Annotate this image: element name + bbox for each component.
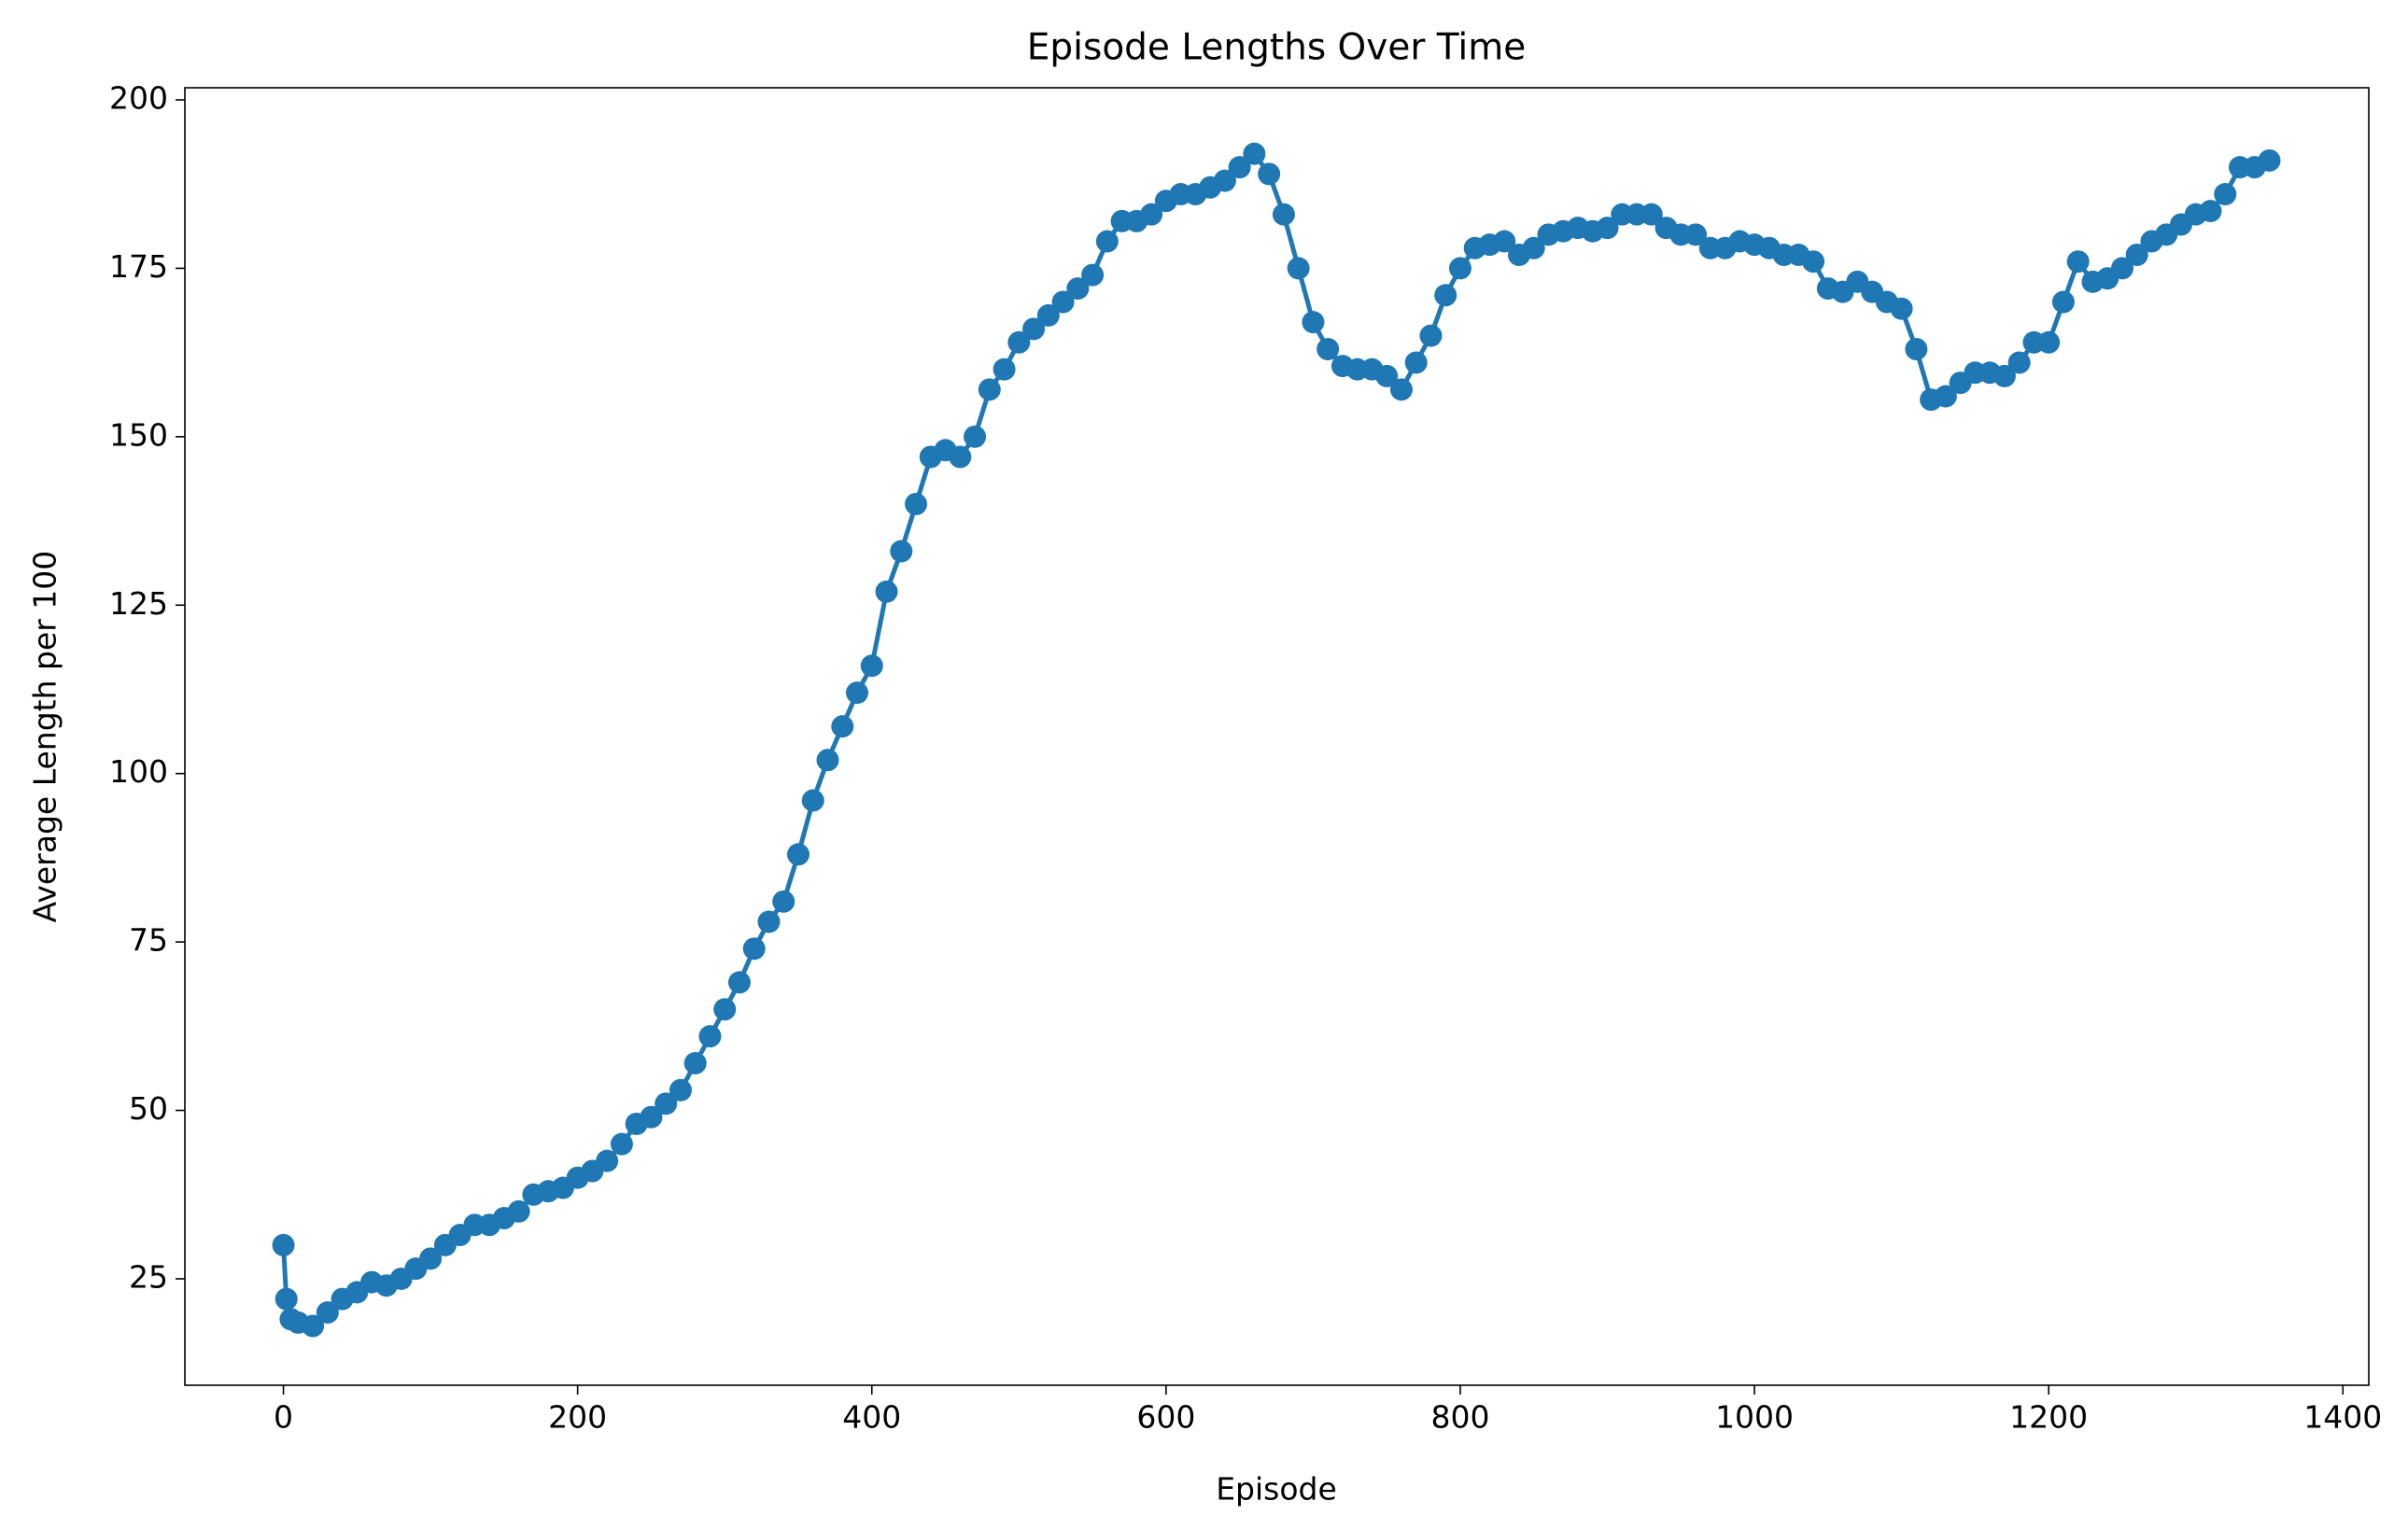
marker	[786, 843, 810, 866]
marker	[2037, 330, 2061, 354]
marker	[801, 789, 824, 812]
marker	[2110, 257, 2133, 280]
marker	[1375, 364, 1399, 387]
marker	[1419, 324, 1443, 347]
x-axis-label: Episode	[1216, 1471, 1337, 1508]
marker	[772, 890, 796, 913]
marker	[1140, 203, 1163, 226]
marker	[757, 910, 781, 933]
marker	[905, 493, 928, 516]
line	[281, 151, 2271, 1328]
marker	[1258, 162, 1281, 186]
y-tick-label: 200	[109, 79, 168, 116]
marker	[1522, 236, 1545, 260]
marker	[1684, 223, 1708, 246]
chart-title: Episode Lengths Over Time	[1027, 27, 1526, 69]
marker	[1213, 169, 1236, 192]
x-tick-label: 1400	[2303, 1399, 2382, 1436]
marker	[669, 1078, 692, 1101]
marker	[2125, 243, 2148, 266]
marker	[2199, 200, 2222, 223]
marker	[275, 1287, 298, 1311]
marker	[272, 1233, 295, 1256]
marker	[655, 1092, 678, 1115]
marker	[596, 1149, 619, 1172]
marker	[2258, 148, 2281, 172]
marker	[1066, 277, 1090, 301]
marker	[419, 1247, 443, 1270]
marker	[742, 937, 766, 961]
marker	[1051, 290, 1075, 314]
y-tick-label: 150	[109, 416, 168, 453]
marker	[890, 540, 913, 563]
y-tick-label: 25	[129, 1258, 168, 1295]
marker	[1640, 203, 1663, 226]
marker	[683, 1052, 707, 1075]
x-tick-label: 200	[548, 1399, 607, 1436]
marker	[302, 1314, 325, 1338]
marker	[964, 425, 987, 448]
marker	[1802, 250, 1825, 274]
y-tick-label: 50	[129, 1090, 168, 1127]
marker	[1493, 230, 1516, 253]
marker	[1404, 351, 1428, 374]
marker	[727, 971, 751, 994]
marker	[1272, 203, 1295, 226]
y-tick-label: 75	[129, 922, 168, 959]
y-tick-label: 175	[109, 248, 168, 285]
marker	[949, 445, 972, 469]
marker	[816, 749, 839, 772]
marker	[2051, 290, 2075, 314]
plot-frame	[184, 87, 2370, 1386]
marker	[1934, 385, 1957, 408]
x-tick-label: 800	[1430, 1399, 1489, 1436]
marker	[610, 1132, 633, 1156]
marker	[1890, 297, 1913, 320]
marker	[978, 378, 1001, 401]
marker	[1095, 230, 1119, 253]
marker	[1302, 311, 1325, 334]
marker	[1228, 156, 1251, 179]
y-tick-label: 100	[109, 753, 168, 790]
marker	[1317, 338, 1340, 361]
marker	[1081, 263, 1105, 287]
marker	[1905, 338, 1928, 361]
marker	[640, 1105, 663, 1129]
marker	[1389, 378, 1413, 401]
marker	[846, 681, 869, 705]
marker	[1596, 217, 1619, 240]
marker	[1007, 330, 1031, 354]
marker	[713, 998, 737, 1021]
marker	[831, 715, 854, 738]
marker	[875, 580, 898, 603]
marker	[993, 358, 1016, 381]
marker	[1448, 257, 1472, 280]
marker	[316, 1301, 339, 1325]
y-axis-label: Average Length per 100	[27, 551, 63, 923]
x-tick-label: 1200	[2009, 1399, 2088, 1436]
marker	[1287, 257, 1310, 280]
marker	[1434, 284, 1457, 307]
x-tick-label: 600	[1136, 1399, 1195, 1436]
x-tick-label: 400	[842, 1399, 901, 1436]
marker	[698, 1025, 722, 1048]
marker	[507, 1199, 530, 1223]
y-tick-label: 125	[109, 585, 168, 622]
marker	[1993, 364, 2016, 387]
marker	[1243, 142, 1266, 165]
marker	[860, 654, 883, 678]
marker	[1022, 317, 1046, 341]
marker	[1036, 303, 1060, 327]
x-tick-label: 1000	[1715, 1399, 1794, 1436]
x-tick-label: 0	[274, 1399, 293, 1436]
marker	[2214, 183, 2237, 206]
marker	[2066, 250, 2090, 274]
marker	[2007, 351, 2031, 374]
